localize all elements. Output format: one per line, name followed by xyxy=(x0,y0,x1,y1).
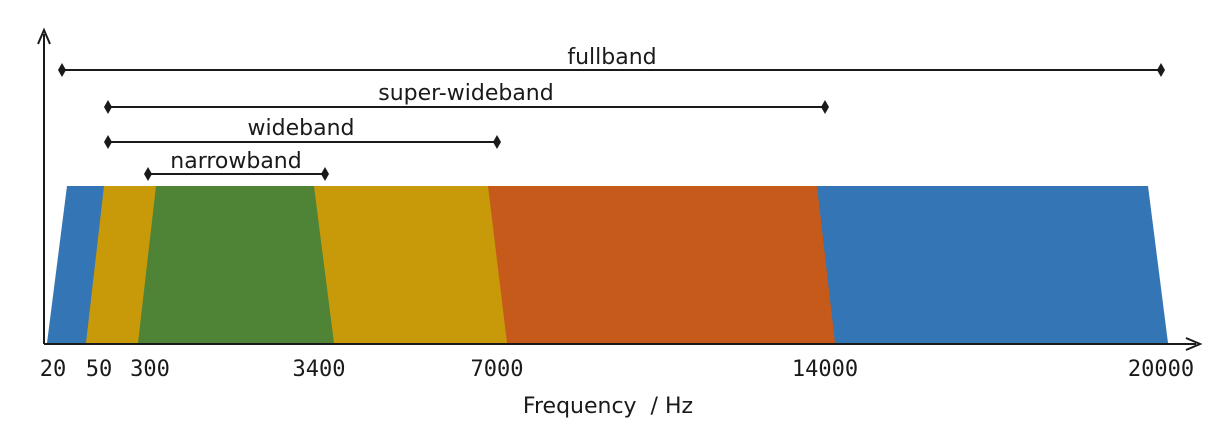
diamond-marker xyxy=(104,100,112,114)
y-axis-arrowhead xyxy=(37,27,51,45)
x-tick-label: 20 xyxy=(40,357,67,382)
diamond-marker xyxy=(821,100,829,114)
x-axis-label: Frequency / Hz xyxy=(523,394,693,419)
spectrum-segment-3400-7000 xyxy=(314,186,508,343)
band-ranges: fullband super-wideband wideband narrowb… xyxy=(58,45,1165,181)
band-label: wideband xyxy=(248,116,355,141)
diamond-marker xyxy=(144,167,152,181)
band-label: narrowband xyxy=(170,149,301,174)
x-tick-labels: 20 50 300 3400 7000 14000 20000 xyxy=(40,357,1194,382)
x-tick-label: 50 xyxy=(86,357,113,382)
diamond-marker xyxy=(1157,63,1165,77)
x-tick-label: 20000 xyxy=(1128,357,1194,382)
spectrum-blocks xyxy=(47,186,1168,343)
diamond-marker xyxy=(493,135,501,149)
axes xyxy=(37,27,1203,351)
band-label: fullband xyxy=(567,45,656,70)
x-axis-arrowhead xyxy=(1185,337,1203,351)
x-tick-label: 7000 xyxy=(471,357,524,382)
x-tick-label: 14000 xyxy=(792,357,858,382)
spectrum-segment-14000-20000 xyxy=(817,186,1168,343)
diamond-marker xyxy=(104,135,112,149)
diamond-marker xyxy=(58,63,66,77)
x-tick-label: 3400 xyxy=(293,357,346,382)
spectrum-segment-50-300 xyxy=(86,186,157,343)
band-super-wideband: super-wideband xyxy=(104,81,829,114)
band-label: super-wideband xyxy=(378,81,553,106)
diamond-marker xyxy=(321,167,329,181)
x-tick-label: 300 xyxy=(130,357,170,382)
band-fullband: fullband xyxy=(58,45,1165,77)
band-wideband: wideband xyxy=(104,116,501,149)
spectrum-segment-7000-14000 xyxy=(488,186,836,343)
spectrum-segment-300-3400 xyxy=(138,186,335,343)
band-narrowband: narrowband xyxy=(144,149,329,181)
